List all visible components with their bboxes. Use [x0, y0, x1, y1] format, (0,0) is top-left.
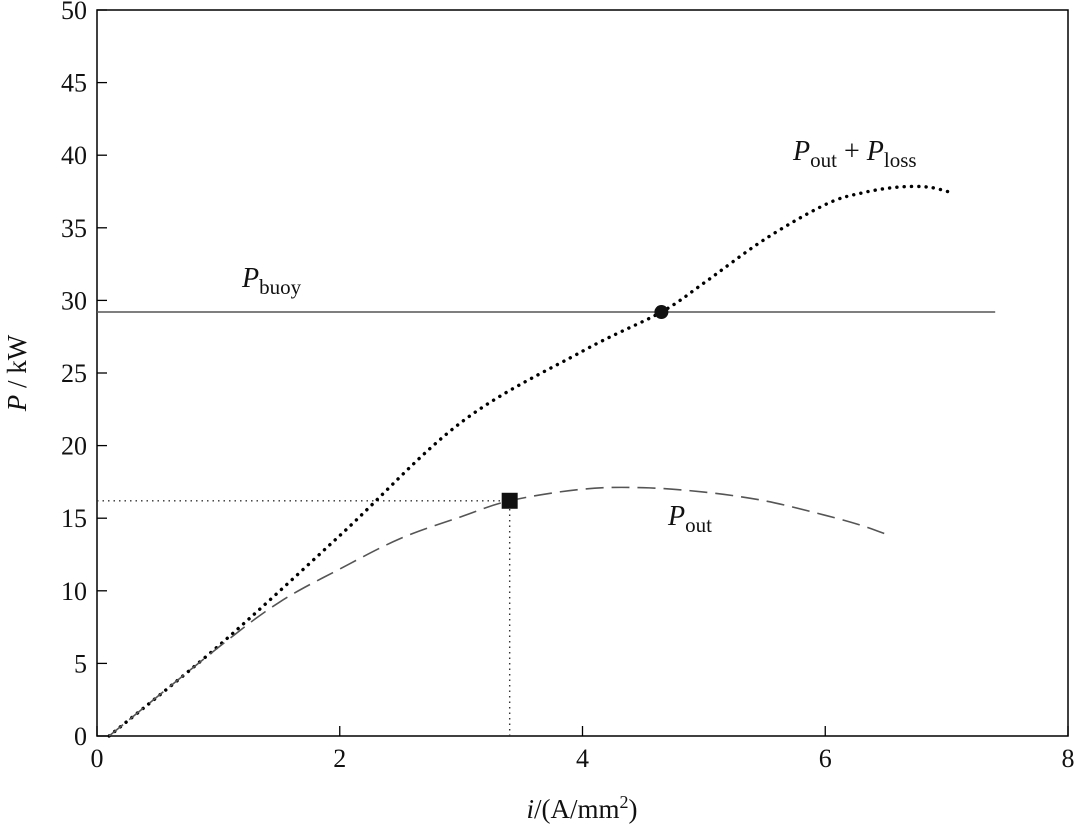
y-tick-label: 30 — [61, 286, 87, 315]
x-axis-label: i/(A/mm2) — [526, 792, 637, 824]
intersection-point — [654, 305, 669, 320]
series-lines — [97, 184, 996, 738]
x-axis-label-unit: /(A/mm — [534, 794, 620, 824]
label-p-out-var: P — [667, 501, 685, 532]
y-tick-label: 10 — [61, 577, 87, 606]
operating-point — [501, 492, 518, 509]
label-p-out-sub: out — [685, 513, 712, 537]
y-tick-label: 25 — [61, 359, 87, 388]
label-p-buoy-sub: buoy — [259, 275, 302, 299]
y-axis-label-unit: / kW — [2, 334, 32, 395]
series-line-p-out-p-loss — [107, 184, 955, 738]
y-tick-label: 40 — [61, 141, 87, 170]
plot-frame — [96, 9, 1069, 737]
y-axis-label-var: P — [2, 395, 32, 413]
label-p-out: Pout — [667, 501, 712, 537]
y-axis-ticks: 0 5 10 15 20 25 30 35 40 45 50 — [61, 0, 107, 751]
x-axis-label-close: ) — [629, 794, 638, 824]
label-p-out-plus-loss: Pout + Ploss — [792, 136, 917, 172]
x-tick-label: 6 — [819, 744, 832, 773]
label-sum-plus: + — [837, 136, 867, 167]
y-tick-label: 15 — [61, 504, 87, 533]
y-tick-label: 35 — [61, 214, 87, 243]
markers — [501, 305, 669, 509]
x-tick-label: 0 — [91, 744, 104, 773]
y-axis-label: P / kW — [2, 334, 32, 412]
x-tick-label: 2 — [333, 744, 346, 773]
label-sum-sub1: out — [810, 148, 837, 172]
x-axis-label-var: i — [526, 794, 534, 824]
y-tick-label: 50 — [61, 0, 87, 25]
label-sum-var1: P — [792, 136, 810, 167]
x-axis-ticks: 0 2 4 6 8 — [91, 726, 1075, 773]
label-sum-sub2: loss — [884, 148, 917, 172]
y-tick-label: 45 — [61, 69, 87, 98]
label-sum-var2: P — [866, 136, 884, 167]
y-tick-label: 5 — [74, 649, 87, 678]
x-axis-label-sup: 2 — [620, 792, 629, 812]
label-p-buoy: Pbuoy — [241, 263, 302, 299]
reference-lines — [97, 500, 511, 736]
label-p-buoy-var: P — [241, 263, 259, 294]
y-tick-label: 20 — [61, 432, 87, 461]
x-tick-label: 4 — [576, 744, 589, 773]
y-tick-label: 0 — [74, 722, 87, 751]
series-line-p-out — [108, 486, 887, 737]
x-tick-label: 8 — [1062, 744, 1075, 773]
